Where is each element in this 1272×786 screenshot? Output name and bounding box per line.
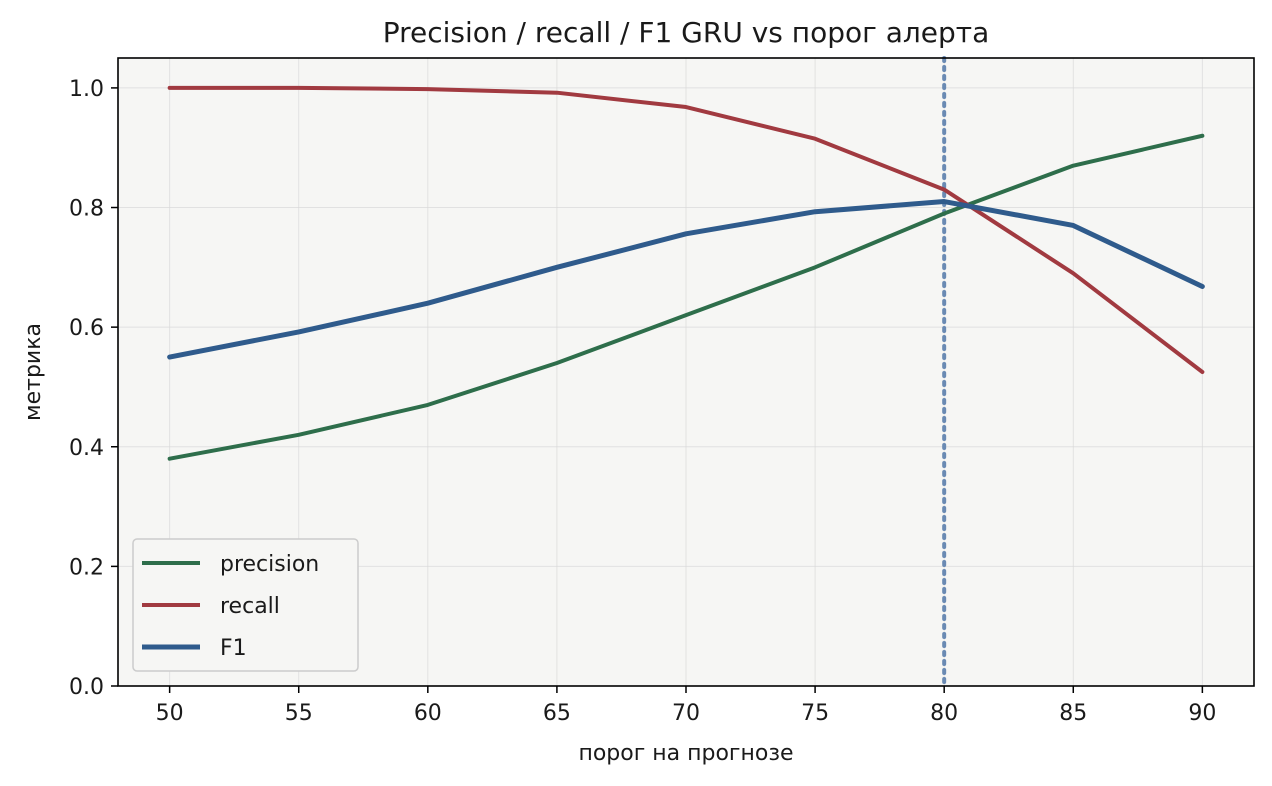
x-axis-label: порог на прогнозе (578, 741, 793, 766)
legend-label-precision: precision (220, 552, 319, 577)
x-tick-label: 60 (414, 701, 442, 726)
series-group (167, 85, 1205, 461)
y-tick-label: 0.0 (69, 675, 104, 700)
x-tick-label: 50 (156, 701, 184, 726)
series-line-f1 (167, 199, 1205, 360)
y-tick-label: 0.8 (69, 197, 104, 222)
y-axis-label: метрика (21, 323, 46, 421)
legend-label-recall: recall (220, 594, 280, 619)
x-axis: 50 55 60 65 70 75 80 85 90 (156, 686, 1216, 726)
x-tick-label: 55 (285, 701, 313, 726)
y-tick-label: 0.4 (69, 436, 104, 461)
legend: precision recall F1 (132, 538, 359, 672)
x-tick-label: 90 (1188, 701, 1216, 726)
y-tick-label: 0.2 (69, 555, 104, 580)
series-line-precision (167, 133, 1205, 461)
legend-label-f1: F1 (220, 636, 247, 661)
chart-title: Precision / recall / F1 GRU vs порог але… (383, 16, 990, 49)
legend-box (132, 538, 359, 672)
series-line-recall (167, 85, 1205, 374)
x-tick-label: 85 (1059, 701, 1087, 726)
x-tick-label: 70 (672, 701, 700, 726)
y-axis: 0.0 0.2 0.4 0.6 0.8 1.0 (69, 77, 118, 700)
y-tick-label: 0.6 (69, 316, 104, 341)
y-tick-label: 1.0 (69, 77, 104, 102)
x-tick-label: 80 (930, 701, 958, 726)
x-tick-label: 75 (801, 701, 829, 726)
x-tick-label: 65 (543, 701, 571, 726)
